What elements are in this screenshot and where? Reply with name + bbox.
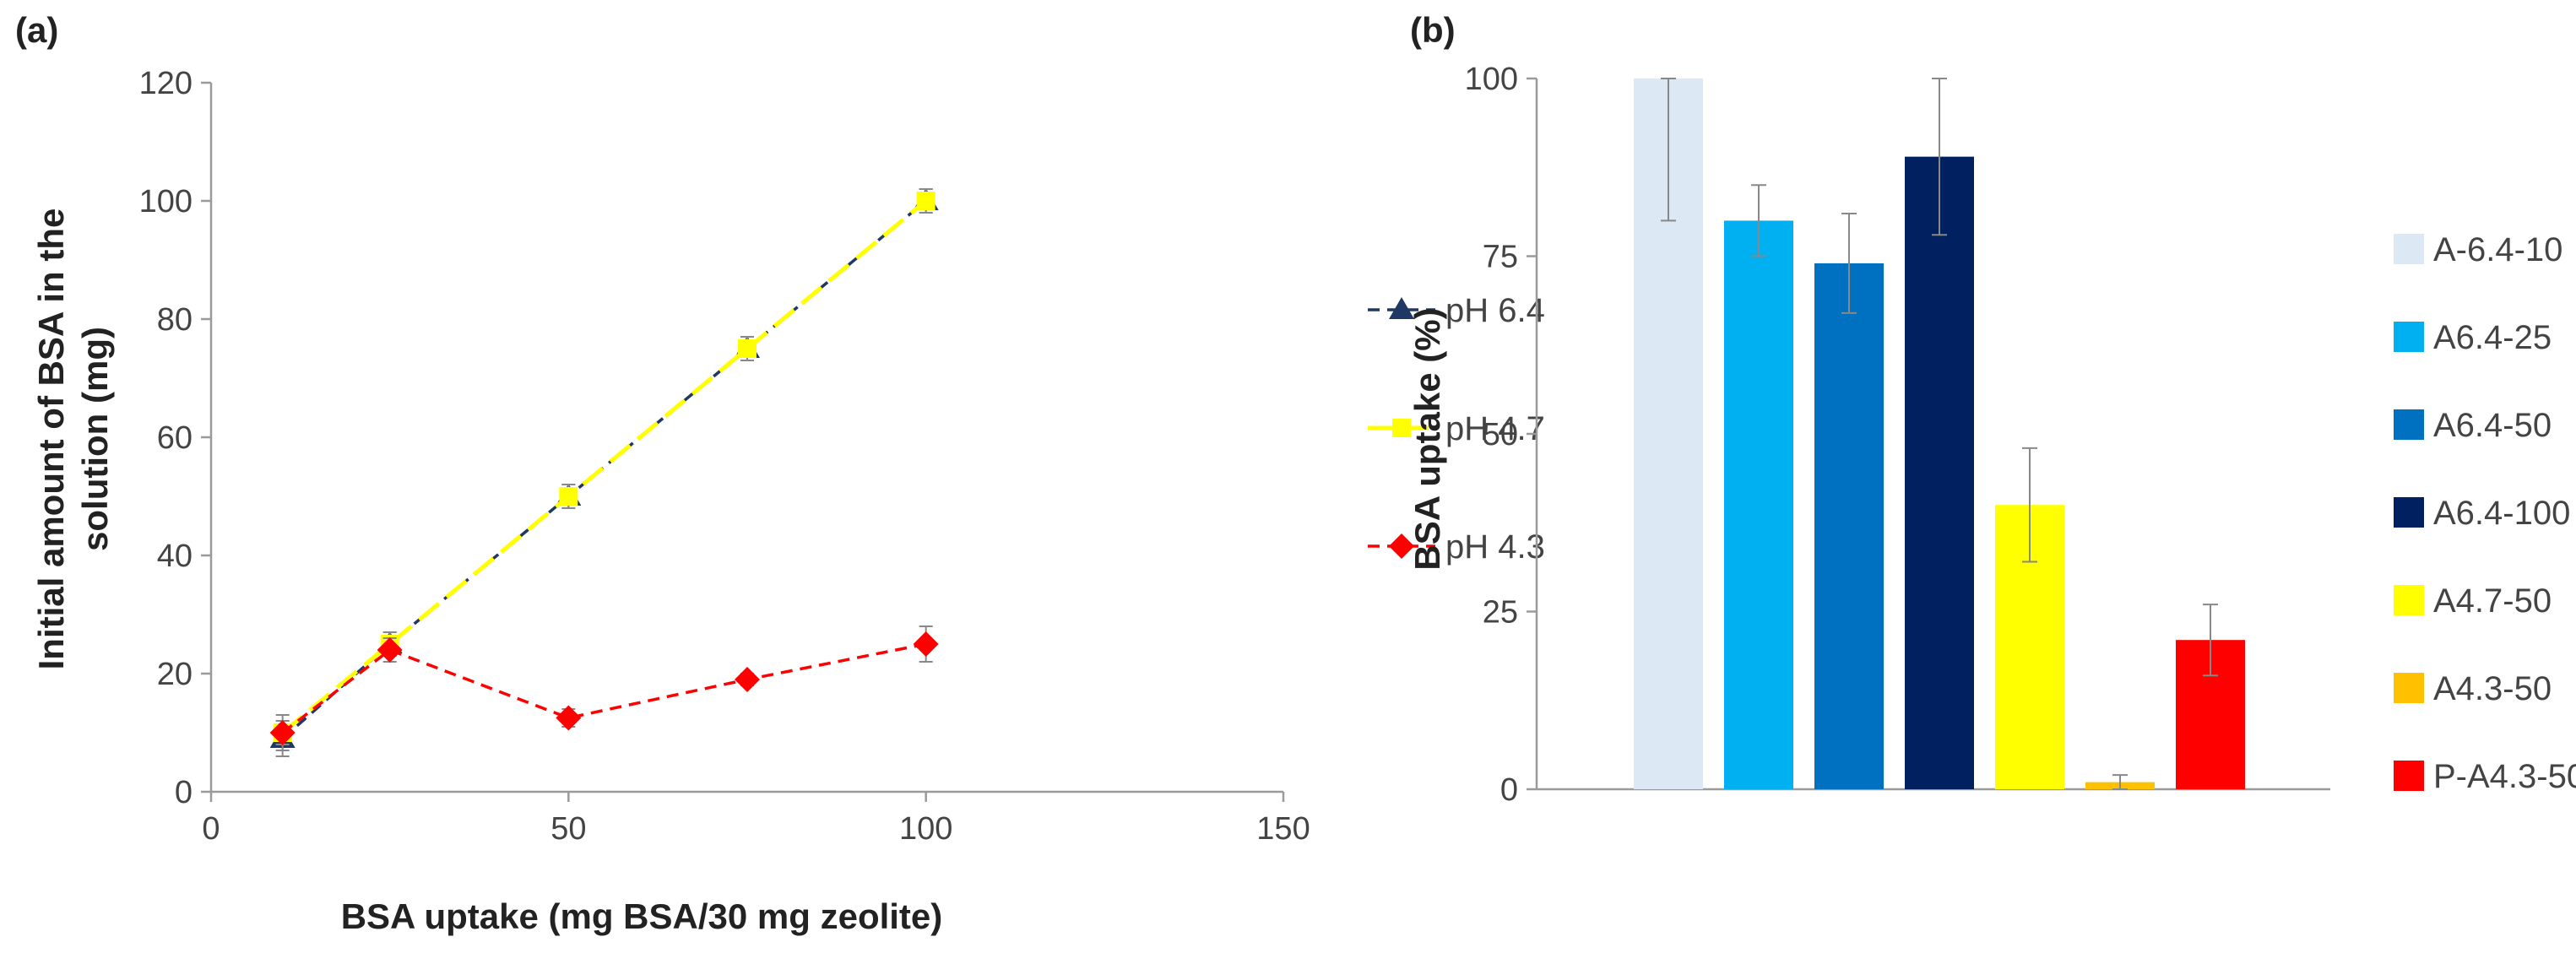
legend-entry: A-6.4-10: [2394, 231, 2562, 268]
panel-b-y-tick-label: 100: [1465, 62, 1518, 97]
legend-entry: A4.7-50: [2394, 582, 2552, 620]
legend-label: pH 4.3: [1445, 528, 1545, 566]
legend-label: pH 6.4: [1445, 292, 1545, 329]
legend-swatch: [2394, 322, 2424, 352]
legend-entry: A6.4-50: [2394, 407, 2552, 444]
legend-label: A4.3-50: [2433, 670, 2552, 707]
panel-a-y-tick-label: 40: [157, 539, 193, 574]
legend-entry: P-A4.3-50: [2394, 758, 2576, 795]
legend-entry: A6.4-25: [2394, 319, 2552, 356]
legend-entry: pH 6.4: [1368, 292, 1545, 329]
panel-a-y-tick-label: 80: [157, 302, 193, 338]
bar: [1814, 263, 1884, 789]
legend-entry: A6.4-100: [2394, 495, 2570, 532]
panel-b-label: (b): [1410, 10, 1456, 50]
panel-a-xlabel: BSA uptake (mg BSA/30 mg zeolite): [341, 896, 943, 936]
bar-p-a4-3-50: [2176, 604, 2245, 789]
data-point: [559, 487, 578, 506]
legend-swatch: [2394, 673, 2424, 703]
panel-a-y-tick-label: 20: [157, 657, 193, 692]
series-line: [281, 642, 927, 734]
series-line: [281, 199, 928, 734]
legend-marker: [1392, 419, 1411, 437]
legend-label: A6.4-100: [2433, 495, 2570, 532]
bar-a6-4-100: [1905, 78, 1974, 789]
panel-a-y-tick-label: 0: [175, 775, 193, 810]
legend-swatch: [2394, 585, 2424, 615]
panel-b-y-tick-label: 50: [1483, 417, 1518, 452]
legend-label: A-6.4-10: [2433, 231, 2562, 268]
bar-a6-4-25: [1724, 184, 1793, 789]
panel-b-ylabel: BSA uptake (%): [1407, 307, 1447, 570]
panel-b-y-tick-label: 25: [1483, 595, 1518, 631]
bar: [1724, 220, 1793, 789]
legend-label: A6.4-25: [2433, 319, 2552, 356]
legend-label: A6.4-50: [2433, 407, 2552, 444]
panel-a-line-chart: (a) Initial amount of BSA in the solutio…: [15, 10, 1545, 936]
panel-a-ylabel-line-2: solution (mg): [75, 327, 115, 551]
series-ph-4-7: [273, 188, 935, 751]
data-point: [377, 637, 403, 663]
panel-a-x-tick-label: 150: [1256, 811, 1310, 847]
panel-a-y-tick-label: 60: [157, 420, 193, 456]
bar-a6-4-50: [1814, 212, 1884, 789]
panel-a-x-tick-label: 50: [550, 811, 586, 847]
panel-a-y-tick-label: 120: [139, 66, 193, 101]
panel-a-x-tick-label: 100: [899, 811, 952, 847]
legend-marker: [1389, 297, 1414, 319]
panel-a-ylabel-group: Initial amount of BSA in the solution (m…: [31, 208, 115, 670]
panel-a-x-tick-label: 0: [202, 811, 220, 847]
panel-a-ylabel-line-1: Initial amount of BSA in the: [31, 208, 71, 670]
legend-entry: A4.3-50: [2394, 670, 2552, 707]
legend-label: pH 4.7: [1445, 410, 1545, 447]
legend-entry: pH 4.7: [1368, 410, 1545, 447]
bar: [1905, 156, 1974, 789]
panel-b-y-tick-label: 0: [1500, 772, 1518, 808]
data-point: [556, 705, 582, 731]
legend-swatch: [2394, 761, 2424, 791]
data-point: [738, 339, 757, 358]
series-ph-4-3: [269, 625, 939, 745]
bar-a-6-4-10: [1634, 78, 1703, 789]
data-point: [735, 667, 760, 692]
legend-label: P-A4.3-50: [2433, 758, 2576, 795]
panel-b-bar-chart: (b) BSA uptake (%) 0 25 50 75 100 A-6.4-10 A6…: [1407, 10, 2576, 808]
legend-swatch: [2394, 497, 2424, 528]
bar-a4-7-50: [1995, 447, 2064, 789]
panel-a-label: (a): [15, 10, 58, 50]
data-point: [913, 631, 939, 657]
panel-a-y-tick-label: 100: [139, 184, 193, 219]
data-point: [269, 720, 296, 745]
legend-label: A4.7-50: [2433, 582, 2552, 620]
legend-marker: [1389, 533, 1414, 559]
data-point: [916, 192, 935, 210]
bar-a4-3-50: [2085, 774, 2155, 790]
legend-entry: pH 4.3: [1368, 528, 1545, 566]
legend-swatch: [2394, 409, 2424, 440]
panel-b-y-tick-label: 75: [1483, 240, 1518, 275]
legend-swatch: [2394, 234, 2424, 264]
